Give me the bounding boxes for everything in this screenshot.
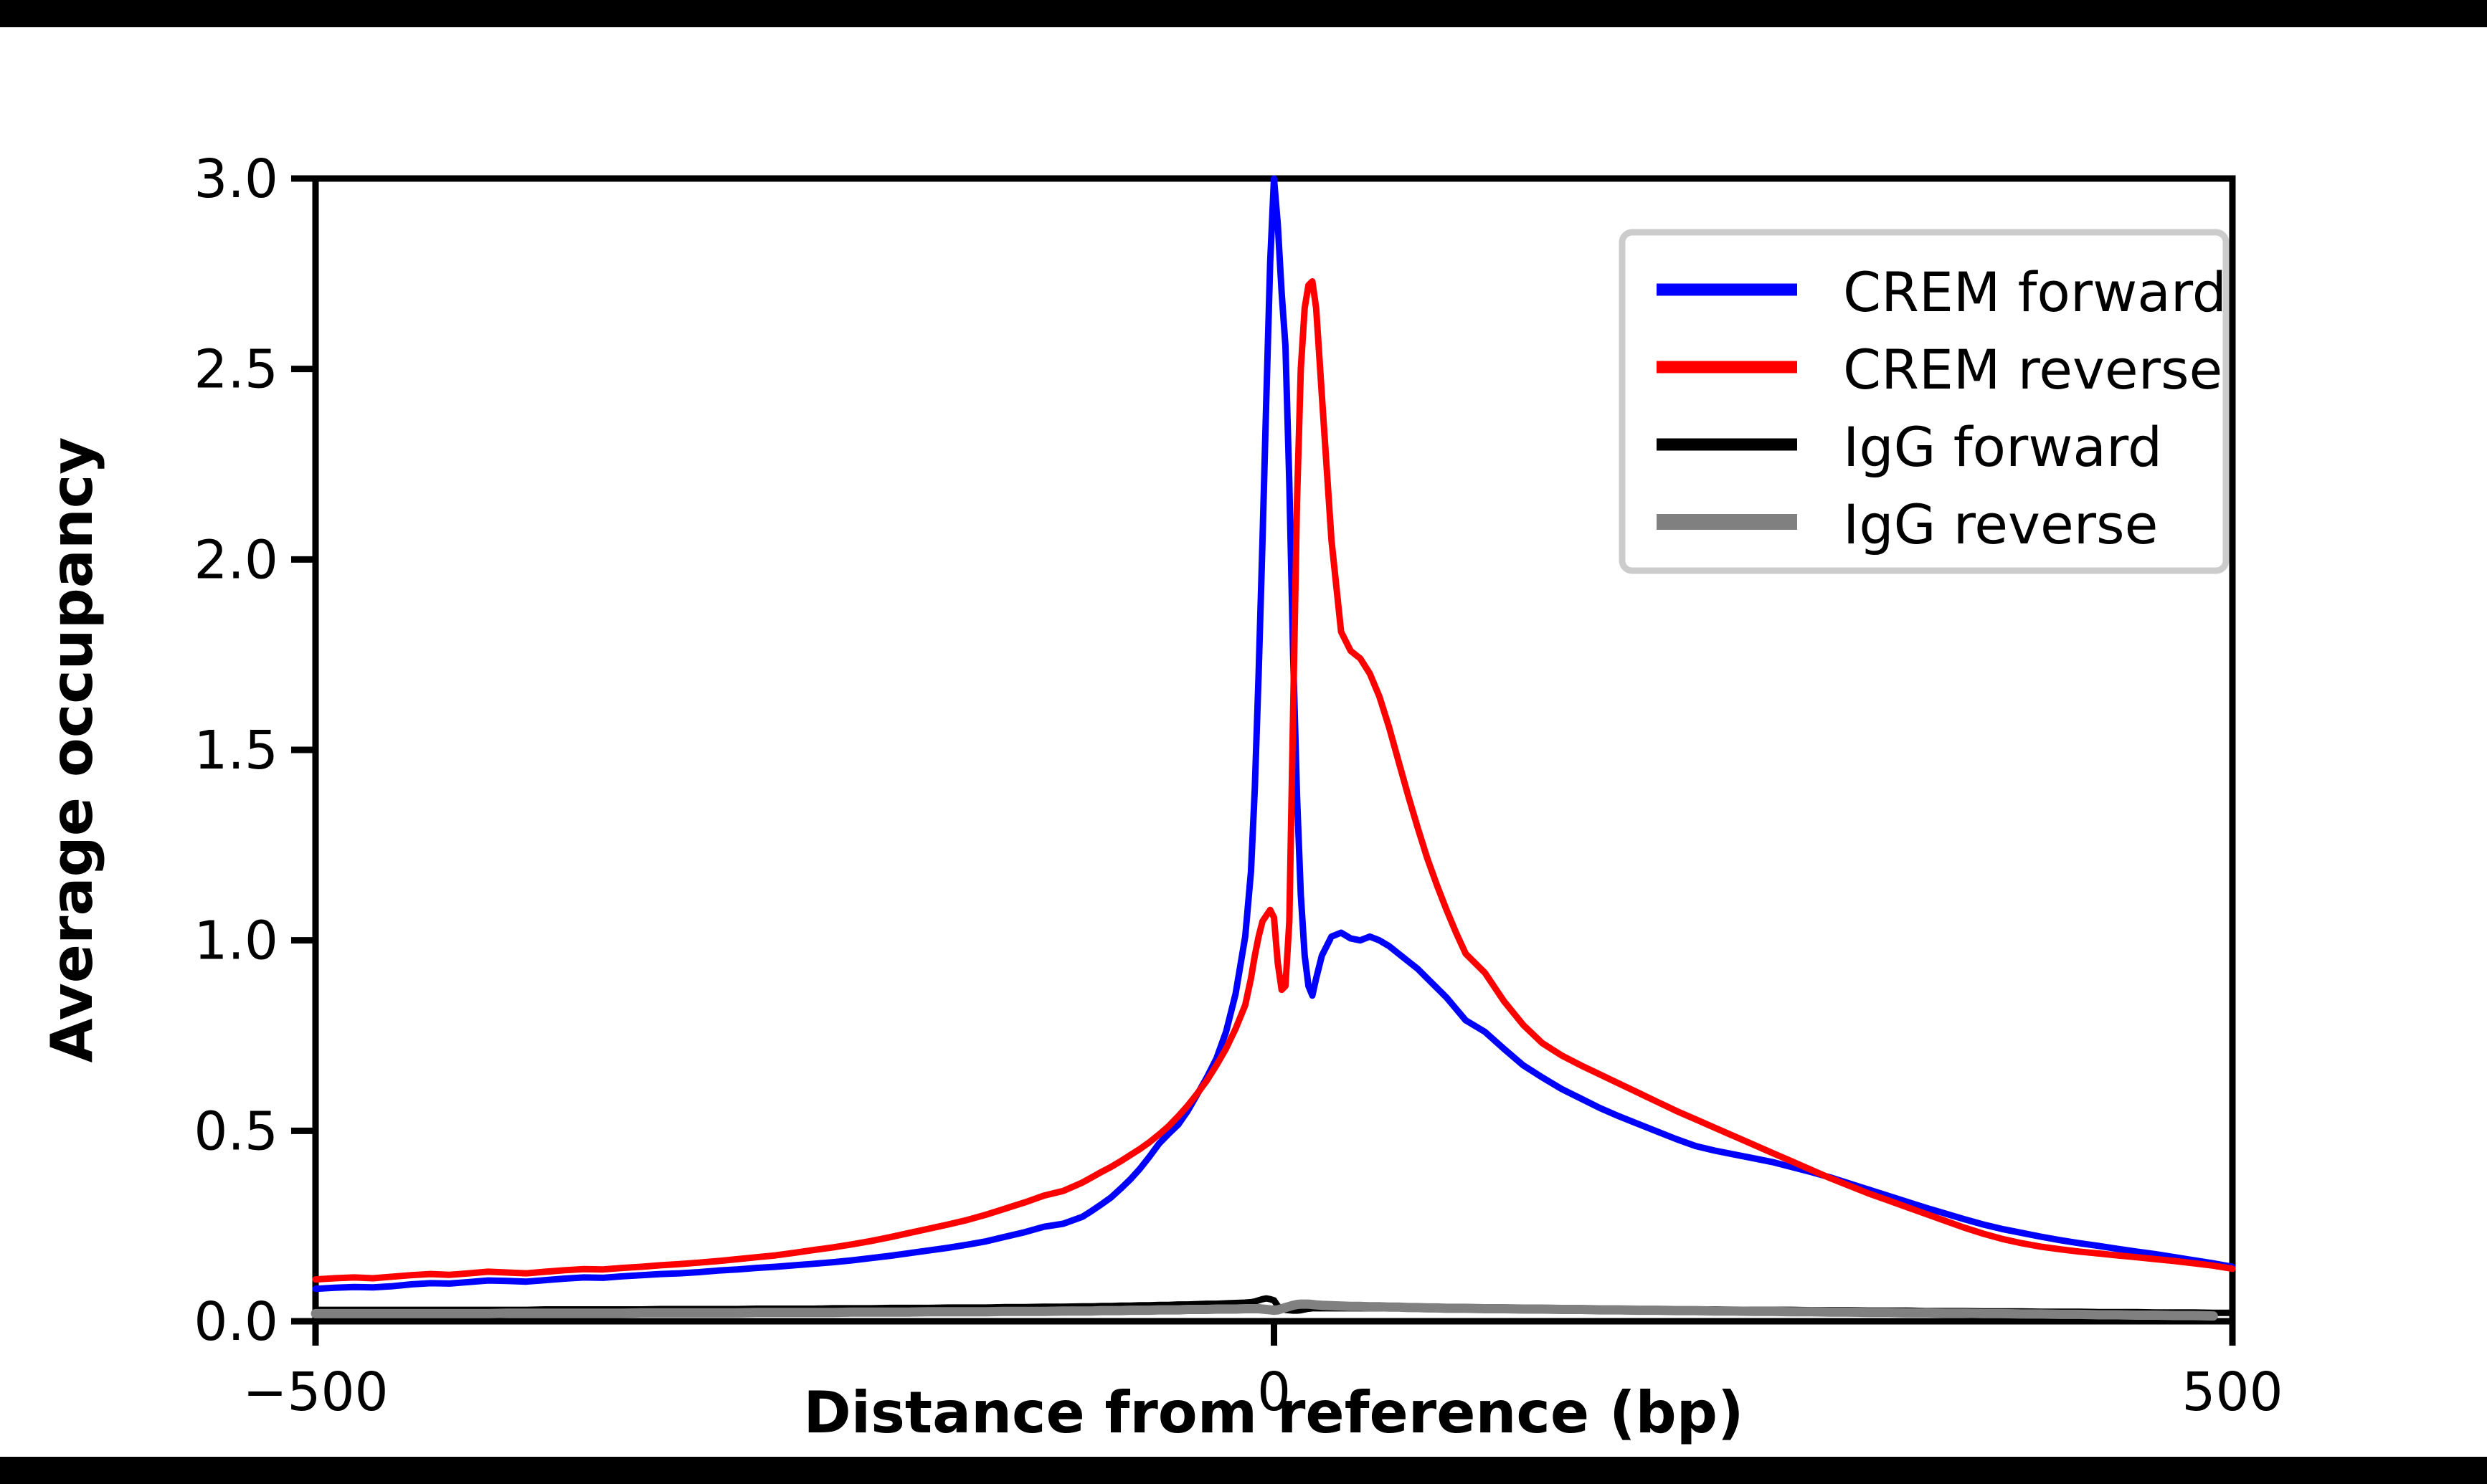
y-axis-ticks: 0.0 0.5 1.0 1.5 2.0 2.5 3.0 <box>194 148 316 1353</box>
y-tick-label: 2.0 <box>194 529 278 591</box>
legend-box <box>1619 229 2230 574</box>
data-series-group <box>311 175 2236 1321</box>
legend-label: CREM forward <box>1843 260 2227 324</box>
legend-label: IgG forward <box>1843 415 2162 479</box>
x-tick-label: −500 <box>242 1361 388 1423</box>
x-tick-label: 500 <box>2182 1361 2283 1423</box>
y-axis-title: Average occupancy <box>39 437 105 1063</box>
x-axis-ticks: −500 0 500 <box>242 1321 2283 1423</box>
series-line <box>311 1299 2218 1321</box>
y-tick-label: 0.5 <box>194 1100 278 1162</box>
chart-legend: CREM forward CREM reverse IgG forward IgG r… <box>1619 229 2230 574</box>
chart-plot: 0.0 0.5 1.0 1.5 2.0 2.5 3.0 −500 0 500 Distance … <box>0 27 2487 1457</box>
y-tick-label: 3.0 <box>194 148 278 210</box>
y-tick-label: 0.0 <box>194 1291 278 1353</box>
y-tick-label: 1.0 <box>194 910 278 972</box>
x-tick-label: 0 <box>1257 1361 1291 1423</box>
y-tick-label: 1.5 <box>194 720 278 781</box>
series-line <box>312 278 2236 1283</box>
legend-items: CREM forward CREM reverse IgG forward IgG r… <box>1657 260 2227 556</box>
legend-label: IgG reverse <box>1843 493 2158 556</box>
y-tick-label: 2.5 <box>194 339 278 401</box>
figure-canvas: 0.0 0.5 1.0 1.5 2.0 2.5 3.0 −500 0 500 Distance … <box>0 27 2487 1457</box>
x-axis-title: Distance from reference (bp) <box>803 1379 1743 1446</box>
legend-label: CREM reverse <box>1843 338 2222 401</box>
